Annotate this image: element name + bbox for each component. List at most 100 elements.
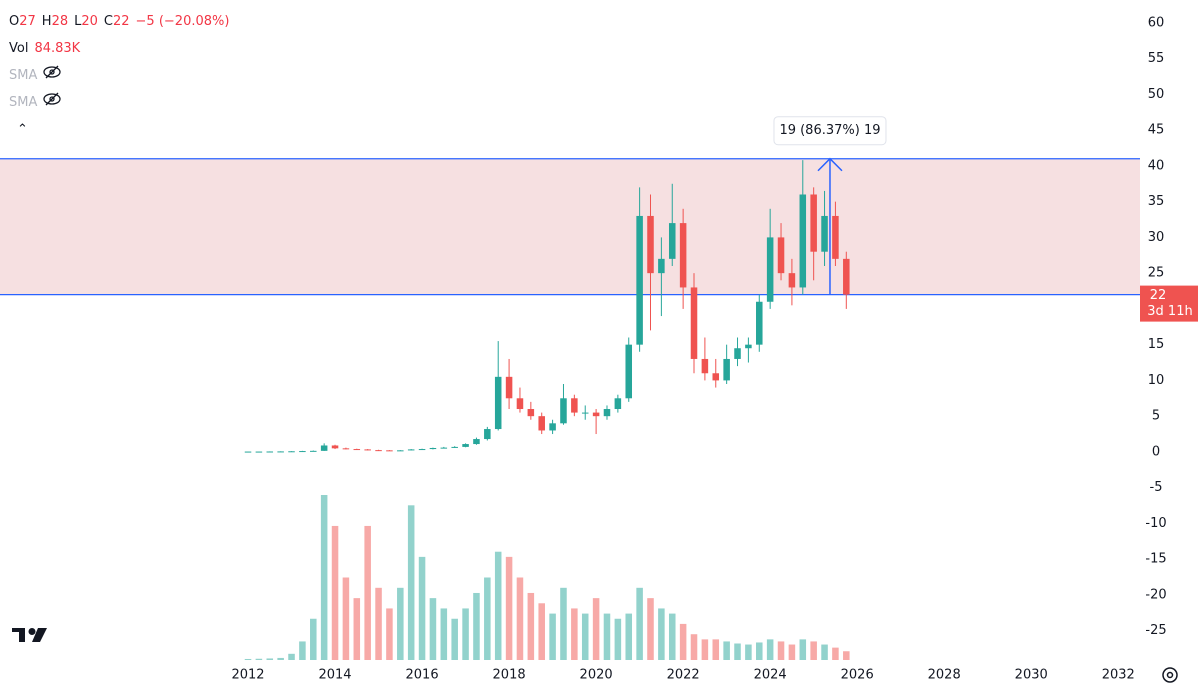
volume-bar (592, 598, 600, 660)
volume-bar (756, 642, 763, 660)
volume-bar (571, 608, 578, 660)
ohlc-item: H28 (42, 8, 68, 35)
candle-body (832, 215, 839, 259)
y-tick-label: 35 (1148, 194, 1165, 209)
y-tick-label: -10 (1145, 516, 1166, 531)
volume-bar (668, 613, 676, 660)
candle-body (614, 398, 622, 410)
candle-body (581, 412, 589, 414)
candle-body (679, 223, 687, 288)
y-tick-label: 40 (1148, 158, 1165, 173)
volume-bar (364, 525, 371, 660)
y-tick-label: 10 (1148, 373, 1165, 388)
volume-bar (310, 618, 317, 660)
indicator-name: SMA (9, 68, 38, 83)
volume-bar (766, 639, 774, 660)
candle-body (766, 237, 774, 302)
volume-bar (538, 603, 545, 660)
candle-body (625, 344, 633, 399)
indicator-name: SMA (9, 95, 38, 110)
y-tick-label: -15 (1145, 552, 1166, 567)
candle-body (288, 451, 295, 453)
x-tick-label: 2026 (841, 668, 874, 683)
ohlc-item: O27 (9, 8, 36, 35)
volume-bar (386, 608, 393, 660)
hidden-eye[interactable] (43, 62, 62, 89)
candle-body (244, 451, 252, 453)
volume-bar (832, 647, 839, 660)
collapse[interactable]: ⌃ (17, 122, 28, 137)
volume-bar (690, 634, 698, 660)
y-tick-label: 25 (1148, 266, 1165, 281)
candle-body (494, 376, 502, 430)
volume-bar (407, 505, 415, 660)
volume-bar (331, 525, 339, 660)
y-tick-label: 60 (1148, 15, 1165, 30)
candle-body (636, 215, 643, 345)
volume-bar (494, 551, 502, 660)
volume-bar (614, 618, 622, 660)
volume-bar (734, 643, 741, 660)
candle-body (788, 273, 796, 288)
candle-body (277, 451, 284, 453)
volume-bar (505, 556, 513, 660)
arrow-head (817, 157, 843, 172)
x-tick-label: 2016 (406, 668, 439, 683)
candle-body (777, 237, 785, 274)
volume-bar (527, 592, 535, 660)
range-box (0, 158, 1140, 295)
candle-body (701, 358, 709, 374)
range-label-box (773, 116, 887, 146)
candle-body (451, 446, 458, 448)
volume-bar (418, 556, 426, 660)
volume-value: 84.83K (34, 41, 81, 56)
candle-body (592, 412, 600, 417)
ohlc-key: H (41, 14, 52, 29)
candle-body (527, 409, 535, 417)
settings-icon[interactable] (1162, 667, 1178, 683)
candle-body (429, 447, 437, 450)
x-tick-label: 2022 (667, 668, 700, 683)
volume-bar (701, 639, 709, 660)
candle-body (266, 451, 274, 453)
candle-body (571, 398, 578, 413)
candle-body (658, 258, 665, 274)
volume-bar (244, 658, 252, 660)
y-tick-label: -5 (1150, 480, 1163, 495)
y-tick-label: 45 (1148, 123, 1165, 138)
candle-body (505, 376, 513, 399)
ohlc-row: O27 H28 L20 C22 −5 (−20.08%) (9, 8, 229, 35)
price-tag (1140, 285, 1198, 322)
countdown: 3d 11h (1147, 304, 1192, 319)
candle-body (353, 449, 361, 451)
candle-body (364, 449, 371, 451)
candle-body (386, 450, 393, 452)
hidden-eye[interactable] (43, 89, 62, 116)
volume-bar (462, 608, 469, 660)
volume-label: Vol (9, 41, 29, 56)
y-tick-label: 55 (1148, 51, 1165, 66)
x-tick-label: 2030 (1015, 668, 1048, 683)
candle-body (310, 450, 317, 452)
volume-bar (647, 598, 654, 660)
volume-bar (473, 592, 480, 660)
volume-bar (397, 587, 404, 660)
volume-bar (320, 495, 328, 660)
volume-bar (299, 641, 306, 660)
ohlc-item: C22 (104, 8, 130, 35)
volume-bar (440, 608, 448, 660)
x-tick-label: 2024 (754, 668, 787, 683)
candle-body (331, 445, 339, 449)
volume-bar (810, 641, 817, 660)
volume-row: Vol 84.83K (9, 35, 229, 62)
range-label: 19 (86.37%) 19 (779, 123, 880, 138)
volume-bar (799, 639, 807, 660)
ohlc-value: 22 (112, 14, 130, 29)
indicator-row: SMA (9, 89, 229, 116)
volume-bar (658, 608, 665, 660)
x-tick-label: 2032 (1102, 668, 1135, 683)
volume-bar (277, 657, 284, 660)
candle-body (255, 451, 263, 453)
candle-body (397, 450, 404, 452)
volume-bar (484, 577, 491, 660)
